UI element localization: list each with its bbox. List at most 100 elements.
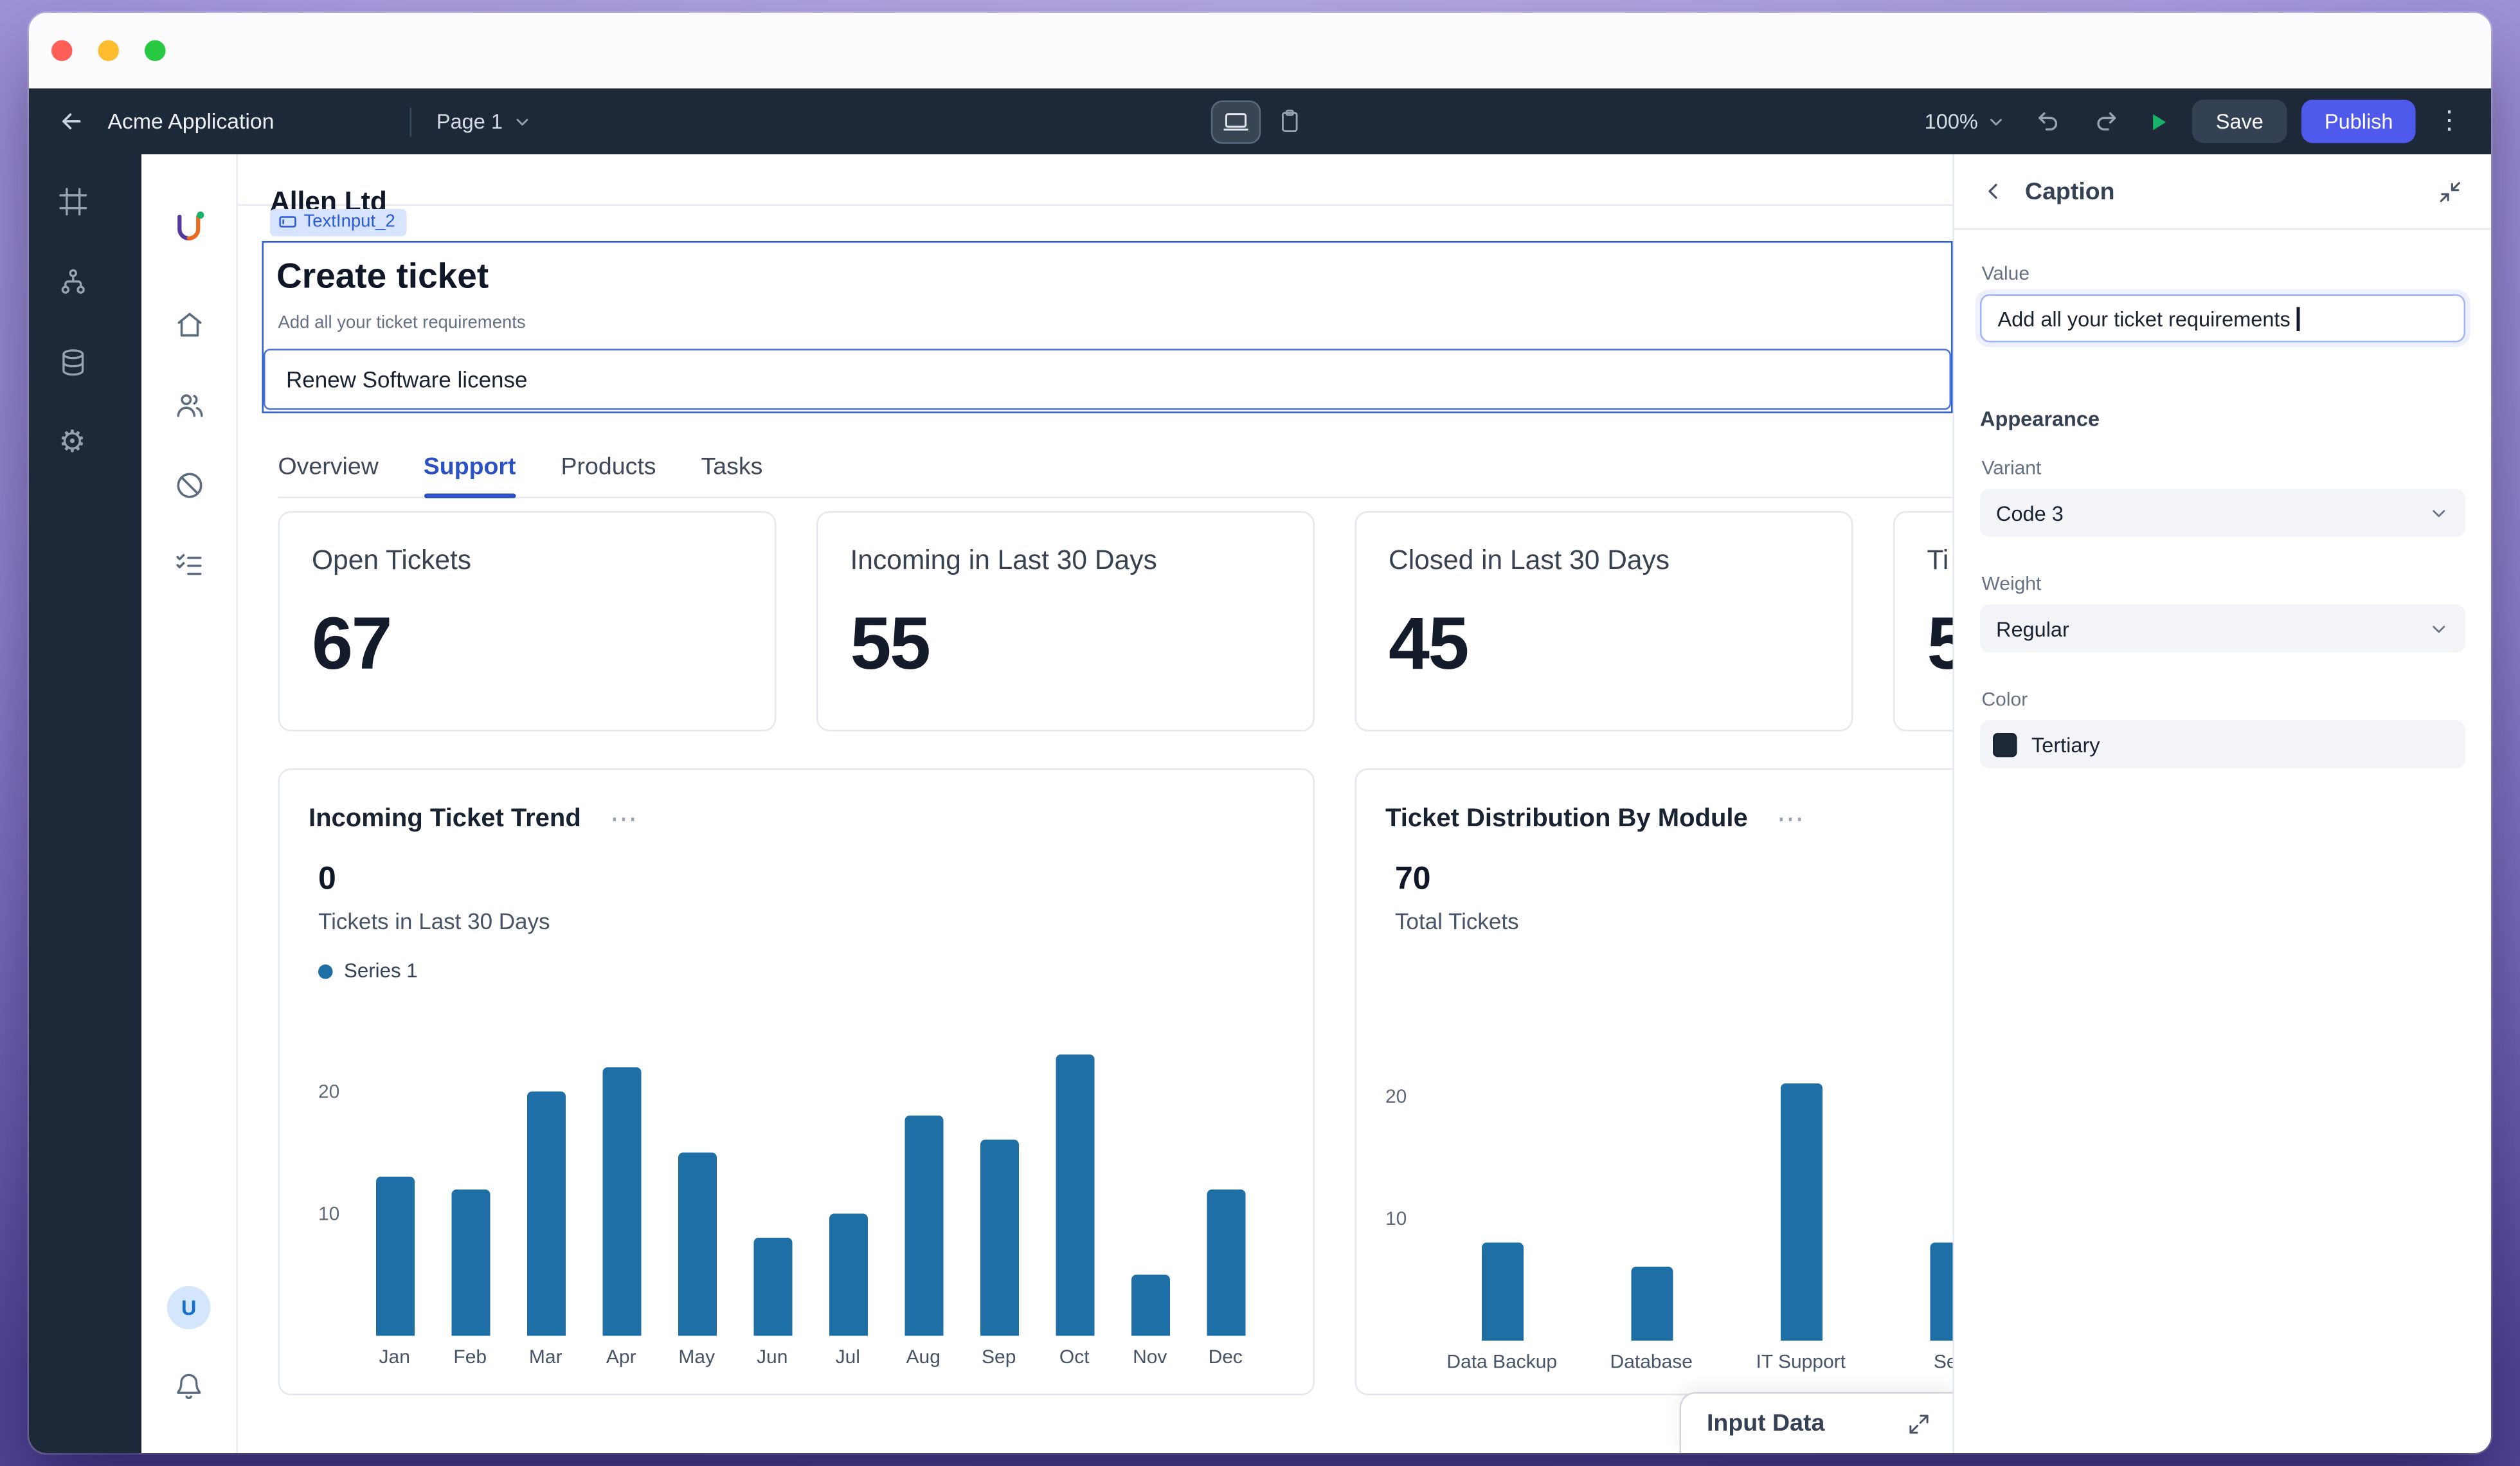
bar-mar[interactable] [526, 1091, 565, 1336]
back-button[interactable] [51, 102, 92, 142]
x-tick-label: Sec [1933, 1350, 1953, 1373]
more-options-button[interactable]: ⋮ [2430, 102, 2469, 141]
chart-metric-value: 70 [1395, 862, 1431, 897]
run-button[interactable] [2139, 102, 2177, 141]
chevron-down-icon [2433, 625, 2445, 632]
notifications-button[interactable] [167, 1365, 211, 1409]
app-logo [167, 208, 211, 251]
x-tick-label: Oct [1059, 1345, 1090, 1368]
save-button[interactable]: Save [2192, 100, 2288, 143]
bar-feb[interactable] [451, 1189, 490, 1336]
app-name: Acme Application [107, 109, 274, 134]
weight-value: Regular [1996, 616, 2069, 641]
bar-it-support[interactable] [1779, 1084, 1822, 1341]
stat-value: 5 [1927, 600, 1953, 687]
tab-overview[interactable]: Overview [278, 453, 379, 481]
stat-label: Ti [1927, 545, 1949, 576]
x-tick-label: Jan [379, 1345, 410, 1368]
ban-icon [176, 473, 202, 498]
y-tick-label: 10 [318, 1202, 340, 1225]
minimize-window-button[interactable] [98, 40, 119, 61]
stat-value: 67 [312, 601, 392, 685]
chevron-down-icon [516, 118, 528, 125]
page-tabs: Overview Support Products Tasks [278, 437, 1953, 498]
collapse-panel-icon [2440, 181, 2460, 202]
desktop-view-button[interactable] [1210, 100, 1261, 143]
sidebar-item-tasks[interactable] [173, 550, 205, 582]
redo-button[interactable] [2084, 102, 2125, 142]
variant-select[interactable]: Code 3 [1980, 489, 2465, 537]
ticket-text-input[interactable]: Renew Software license [264, 348, 1951, 410]
bar-may[interactable] [677, 1152, 716, 1336]
publish-button[interactable]: Publish [2301, 100, 2416, 143]
input-data-label: Input Data [1707, 1409, 1825, 1438]
component-tree-button[interactable] [45, 254, 100, 309]
close-window-button[interactable] [51, 40, 73, 61]
bar-oct[interactable] [1055, 1054, 1094, 1336]
x-tick-label: Database [1610, 1350, 1693, 1373]
expand-icon[interactable] [1908, 1412, 1931, 1434]
bar-apr[interactable] [602, 1067, 641, 1336]
collapse-panel-button[interactable] [2432, 173, 2469, 210]
chart-metric-label: Total Tickets [1395, 908, 1519, 934]
zoom-window-button[interactable] [145, 40, 166, 61]
redo-icon [2096, 112, 2116, 131]
laptop-icon [1223, 112, 1248, 130]
tab-support[interactable]: Support [423, 437, 516, 498]
clipboard-button[interactable] [1270, 102, 1309, 141]
sidebar-item-home[interactable] [173, 309, 205, 341]
chart-cards: Incoming Ticket Trend ⋯ 0 Tickets in Las… [278, 768, 1953, 1395]
tab-tasks[interactable]: Tasks [701, 453, 763, 481]
ticket-form-caption: Add all your ticket requirements [278, 313, 526, 333]
card-menu-icon[interactable]: ⋯ [607, 802, 644, 837]
bars [1427, 1084, 1953, 1341]
bar-nov[interactable] [1130, 1274, 1169, 1336]
tab-products[interactable]: Products [561, 453, 656, 481]
sidebar-item-users[interactable] [173, 389, 205, 421]
bar-dec[interactable] [1206, 1189, 1245, 1336]
stat-card-open-tickets: Open Tickets 67 [278, 511, 777, 732]
selected-component-chip[interactable]: TextInput_2 [270, 209, 407, 237]
zoom-selector[interactable]: 100% [1915, 108, 2015, 136]
tree-icon [60, 268, 84, 293]
bar-jan[interactable] [375, 1177, 414, 1336]
database-icon [61, 348, 84, 375]
chart-legend: Series 1 [280, 934, 1313, 982]
components-panel-button[interactable] [45, 174, 100, 228]
bar-data-backup[interactable] [1480, 1243, 1523, 1341]
data-sources-button[interactable] [45, 334, 100, 389]
caption-value-text: Add all your ticket requirements [1997, 306, 2290, 330]
bar-database[interactable] [1630, 1267, 1673, 1341]
undo-button[interactable] [2030, 102, 2070, 142]
chart-metric-value: 0 [318, 862, 336, 897]
chevron-down-icon [2433, 509, 2445, 516]
checklist-icon [176, 554, 201, 575]
avatar[interactable]: U [167, 1286, 211, 1330]
input-data-drawer[interactable]: Input Data [1679, 1392, 1953, 1453]
header-divider [238, 204, 1953, 206]
weight-select[interactable]: Regular [1980, 604, 2465, 653]
color-field-label: Color [1981, 688, 2028, 710]
textinput-component-selection[interactable]: Create ticket Add all your ticket requir… [262, 241, 1953, 413]
inspector-back-button[interactable] [1974, 172, 2012, 211]
chart-title: Incoming Ticket Trend [309, 804, 581, 832]
inspector-title: Caption [2025, 177, 2115, 205]
variant-field-label: Variant [1981, 457, 2042, 479]
bar-sep[interactable] [979, 1140, 1018, 1336]
value-field-label: Value [1981, 262, 2030, 285]
stat-card-clipped: Ti 5 [1893, 511, 1953, 732]
color-select[interactable]: Tertiary [1980, 720, 2465, 768]
caption-value-input[interactable]: Add all your ticket requirements [1980, 294, 2465, 343]
bar-aug[interactable] [904, 1116, 943, 1336]
sidebar-item-blocked[interactable] [173, 469, 205, 502]
x-tick-label: IT Support [1756, 1350, 1846, 1373]
stat-cards: Open Tickets 67 Incoming in Last 30 Days… [278, 511, 1953, 732]
bar-jun[interactable] [753, 1238, 792, 1336]
page-selector[interactable]: Page 1 [427, 108, 541, 136]
bar-sec[interactable] [1929, 1243, 1953, 1341]
bar-jul[interactable] [828, 1213, 867, 1336]
ticket-text-input-value: Renew Software license [286, 366, 528, 392]
settings-button[interactable]: ⚙ [45, 415, 100, 469]
app-sidebar-bottom: U [167, 1286, 211, 1408]
card-menu-icon[interactable]: ⋯ [1774, 802, 1811, 837]
